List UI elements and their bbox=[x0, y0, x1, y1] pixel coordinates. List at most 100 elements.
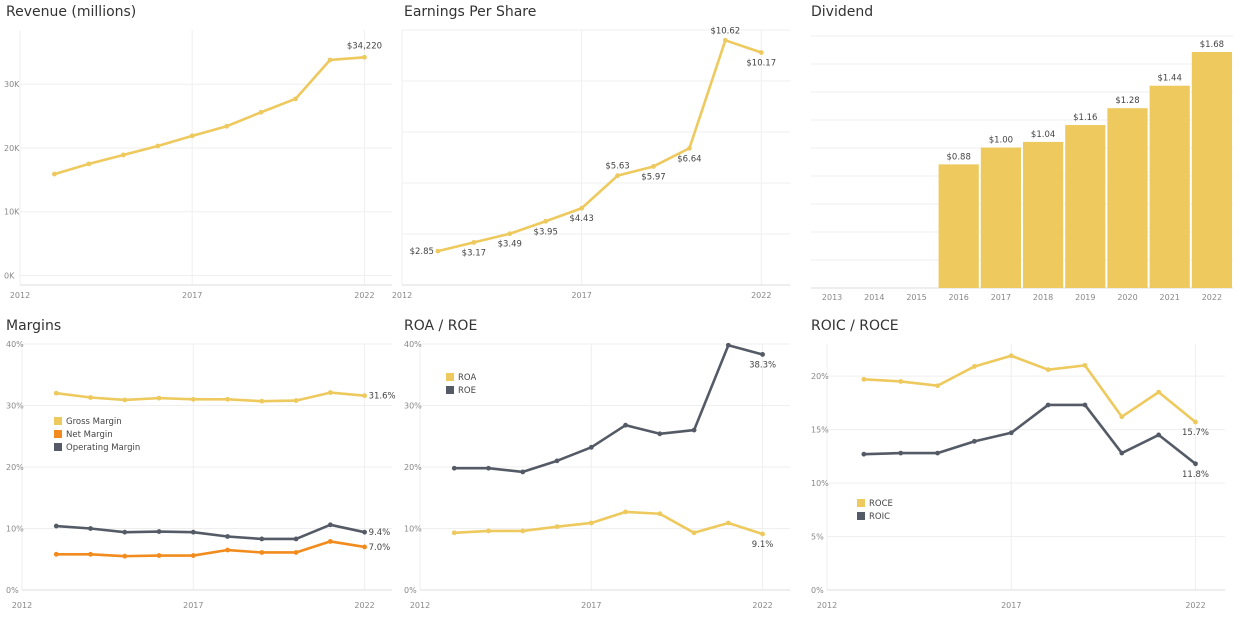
data-point bbox=[435, 248, 441, 254]
roic-roce-plot: 0% 5% 10% 15% 20% 2012 2017 2022 15.7% 11.8% ROCE R… bbox=[811, 344, 1225, 610]
y-tick-label: 0K bbox=[4, 271, 15, 280]
x-tick-label: 2017 bbox=[581, 601, 601, 610]
data-point bbox=[86, 161, 92, 167]
x-tick-label: 2022 bbox=[354, 291, 374, 300]
x-tick-label: 2012 bbox=[817, 601, 837, 610]
revenue-plot: 0K 10K 20K 30K 2012 2017 2022 $34,220 bbox=[4, 30, 392, 300]
margins-plot: 0% 10% 20% 30% 40% 2012 2017 2022 31.6% 7.0% 9.4% G… bbox=[6, 340, 396, 610]
y-tick-label: 15% bbox=[811, 426, 829, 435]
data-point bbox=[156, 553, 162, 558]
data-label: $5.63 bbox=[605, 162, 629, 172]
data-label: $4.43 bbox=[569, 214, 593, 224]
x-tick-label: 2021 bbox=[1160, 293, 1180, 302]
eps-chart: Earnings Per Share 2012 2017 2022 $2.85 $3.1… bbox=[392, 0, 802, 310]
data-point bbox=[657, 511, 663, 517]
data-point bbox=[554, 458, 560, 464]
data-point bbox=[543, 218, 549, 224]
x-tick-label: 2012 bbox=[392, 291, 412, 300]
data-point bbox=[88, 551, 93, 557]
data-point bbox=[362, 54, 367, 60]
dividend-bar bbox=[1191, 52, 1232, 288]
y-tick-label: 30K bbox=[4, 80, 20, 89]
x-tick-label: 2017 bbox=[991, 293, 1011, 302]
legend-swatch bbox=[446, 386, 454, 394]
x-tick-label: 2022 bbox=[1185, 601, 1205, 610]
x-tick-label: 2014 bbox=[864, 293, 884, 302]
y-tick-label: 5% bbox=[811, 533, 824, 542]
y-tick-label: 20K bbox=[4, 144, 20, 153]
data-point bbox=[935, 450, 940, 456]
data-label: $1.04 bbox=[1031, 130, 1055, 140]
data-point bbox=[972, 438, 977, 444]
data-point bbox=[190, 529, 196, 535]
data-point bbox=[935, 383, 940, 389]
y-tick-label: 0% bbox=[811, 586, 824, 595]
legend-swatch bbox=[857, 512, 865, 520]
data-point bbox=[520, 469, 526, 475]
y-tick-label: 30% bbox=[6, 402, 24, 411]
data-point bbox=[687, 145, 692, 151]
data-point bbox=[1193, 461, 1198, 467]
roe-line bbox=[452, 343, 764, 474]
data-point bbox=[327, 539, 333, 544]
roic-line bbox=[862, 403, 1197, 466]
data-point bbox=[1045, 402, 1051, 408]
data-point bbox=[1008, 353, 1014, 359]
data-point bbox=[1193, 419, 1198, 425]
data-point bbox=[1119, 414, 1125, 420]
data-point bbox=[327, 57, 333, 63]
margins-chart: Margins 0% 10% 20% 30% 40% 2012 2017 2022 31.6% 7… bbox=[0, 314, 404, 628]
x-tick-label: 2017 bbox=[571, 291, 591, 300]
roa-roe-chart-title: ROA / ROE bbox=[404, 318, 478, 334]
data-point bbox=[972, 364, 977, 369]
x-tick-label: 2022 bbox=[751, 291, 771, 300]
y-tick-label: 40% bbox=[6, 340, 24, 349]
data-point bbox=[122, 529, 128, 535]
y-tick-label: 30% bbox=[404, 402, 422, 411]
data-point bbox=[758, 50, 764, 55]
x-tick-label: 2012 bbox=[10, 291, 30, 300]
data-point bbox=[293, 398, 299, 403]
data-label: $1.68 bbox=[1200, 40, 1224, 50]
legend-item: ROCE bbox=[869, 499, 893, 509]
data-point bbox=[861, 451, 867, 457]
x-tick-label: 2019 bbox=[1075, 293, 1095, 302]
data-point bbox=[898, 379, 904, 384]
dividend-bar bbox=[1023, 141, 1064, 288]
data-point bbox=[451, 530, 457, 536]
data-point bbox=[190, 553, 196, 558]
roa-roe-plot: 0% 10% 20% 30% 40% 2012 2017 2022 9.1% 38.3% ROA RO… bbox=[404, 340, 790, 610]
data-point bbox=[88, 395, 93, 400]
data-label: $3.49 bbox=[498, 240, 522, 250]
data-point bbox=[156, 529, 162, 534]
dividend-bar bbox=[938, 164, 979, 288]
data-point bbox=[507, 231, 513, 237]
data-label: 15.7% bbox=[1182, 428, 1209, 438]
data-label: $10.17 bbox=[746, 59, 776, 69]
data-point bbox=[293, 536, 299, 542]
data-point bbox=[722, 37, 728, 43]
data-point bbox=[88, 526, 93, 531]
legend-item: Net Margin bbox=[66, 430, 113, 440]
data-point bbox=[293, 96, 298, 102]
data-point bbox=[471, 240, 477, 245]
data-point bbox=[1119, 450, 1125, 456]
x-tick-label: 2013 bbox=[822, 293, 842, 302]
dividend-bar bbox=[1149, 85, 1190, 288]
data-label: $6.64 bbox=[677, 154, 701, 164]
data-point bbox=[327, 522, 333, 528]
data-label: $1.00 bbox=[989, 136, 1013, 146]
data-label: 7.0% bbox=[369, 543, 391, 553]
data-label: $2.85 bbox=[410, 247, 434, 257]
data-point bbox=[190, 396, 196, 402]
y-tick-label: 20% bbox=[811, 372, 829, 381]
revenue-line bbox=[53, 55, 366, 176]
data-point bbox=[615, 173, 620, 179]
eps-plot: 2012 2017 2022 $2.85 $3.17 $3.49 $3.95 $4.43 $5.… bbox=[392, 26, 790, 300]
margins-chart-title: Margins bbox=[6, 318, 62, 334]
data-label: $1.28 bbox=[1115, 96, 1139, 106]
data-point bbox=[579, 205, 585, 211]
data-point bbox=[623, 509, 628, 515]
data-point bbox=[691, 427, 697, 433]
data-label: $34,220 bbox=[347, 41, 382, 51]
